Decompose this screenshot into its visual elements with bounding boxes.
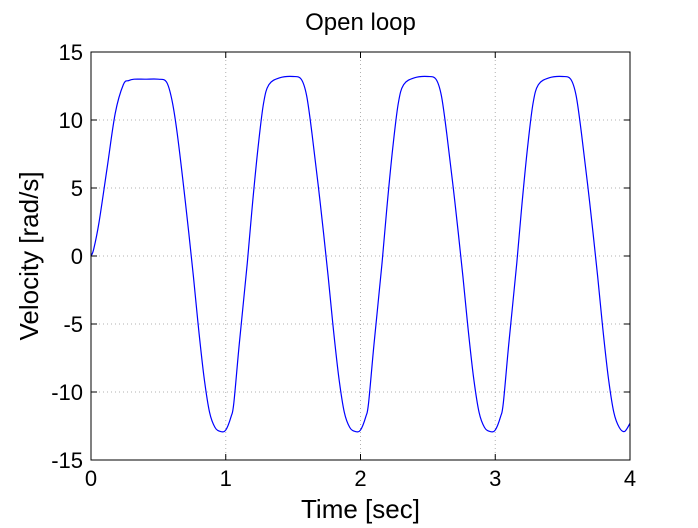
y-tick-label: 0 [71,244,83,269]
velocity-series-line [90,75,631,433]
x-tick-label: 4 [624,466,636,491]
x-tick-label: 2 [354,466,366,491]
x-tick-label: 3 [489,466,501,491]
y-tick-label: 10 [59,108,83,133]
y-tick-label: -10 [51,380,83,405]
ticks: 0 1 2 3 4 -15 -10 -5 0 5 10 15 [51,40,636,491]
x-tick-label: 1 [220,466,232,491]
x-axis-title: Time [sec] [301,494,420,524]
grid [91,52,630,460]
y-tick-label: 15 [59,40,83,65]
series-layer [90,75,631,433]
y-axis-title: Velocity [rad/s] [14,171,44,340]
y-tick-label: -15 [51,448,83,473]
y-tick-label: 5 [71,176,83,201]
chart-title: Open loop [305,9,416,36]
x-tick-label: 0 [85,466,97,491]
y-tick-label: -5 [63,312,83,337]
